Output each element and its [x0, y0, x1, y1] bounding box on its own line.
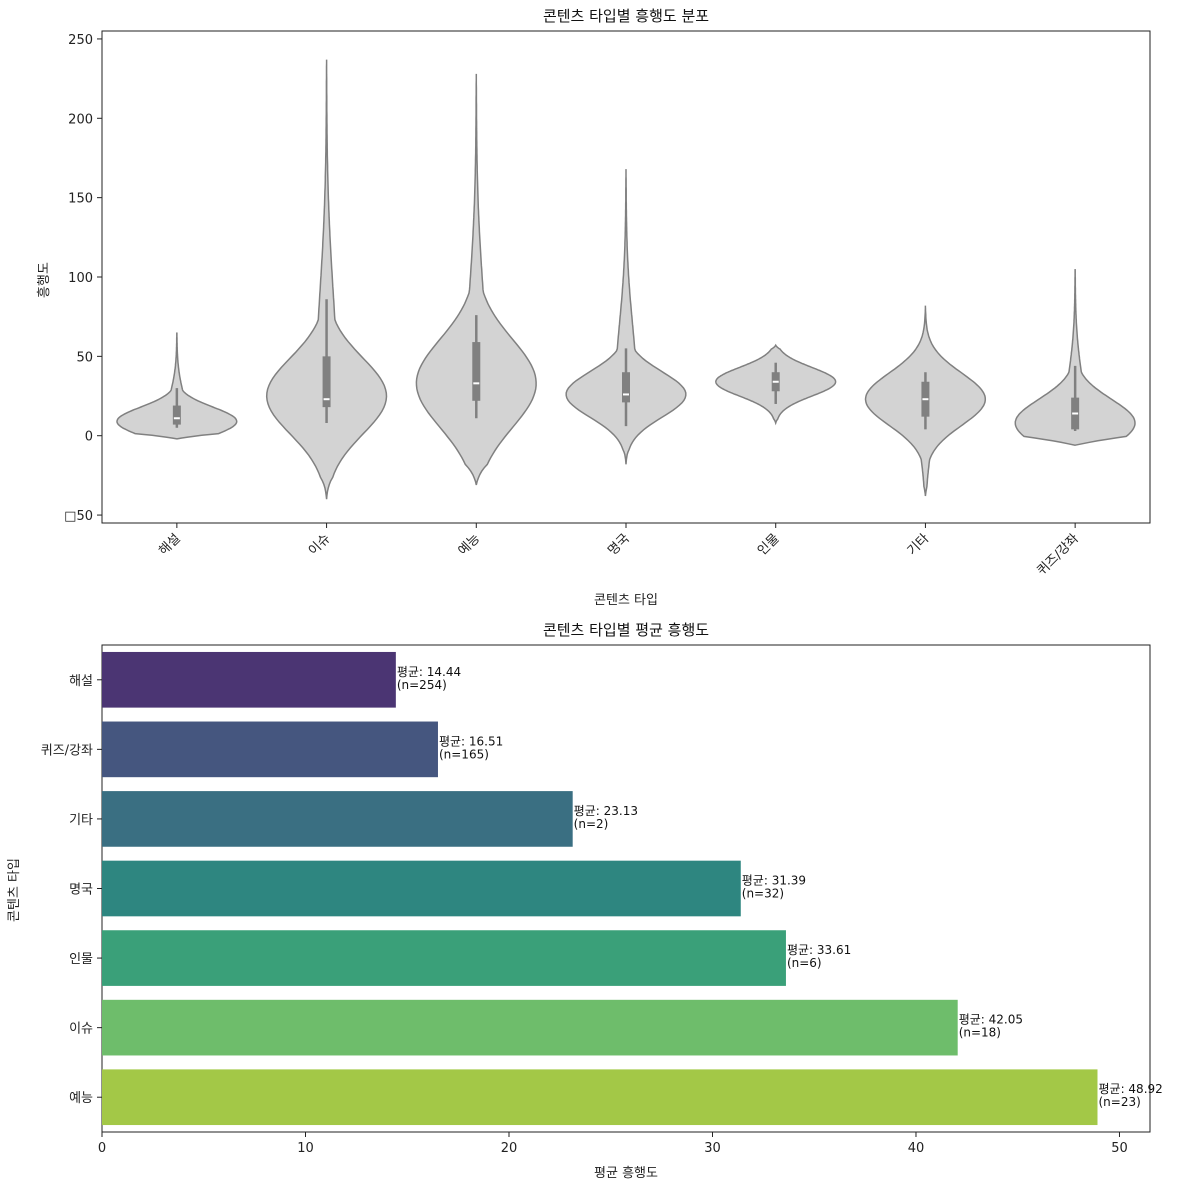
violin-body: [415, 73, 537, 486]
bar-data-label-count: (n=23): [1098, 1095, 1140, 1109]
bar-x-axis-label: 평균 흥행도: [594, 1165, 658, 1181]
violin-x-tick-label: 이슈: [306, 531, 334, 559]
bar: [102, 1069, 1098, 1126]
bar-data-label-count: (n=32): [742, 887, 784, 901]
bar-y-tick-label: 예능: [69, 1091, 93, 1106]
bar-data-label: 평균: 33.61: [787, 943, 851, 957]
violin-chart: 콘텐츠 타입별 흥행도 분포 □50 0 50 100 150 200 250 해설 이슈 예능…: [36, 7, 1151, 608]
violin-series: [116, 59, 1136, 500]
bar-x-tick-label: 50: [1111, 1141, 1128, 1156]
bar-data-label: 평균: 48.92: [1098, 1082, 1162, 1096]
bar-data-label: 평균: 23.13: [574, 804, 638, 818]
violin-y-tick-label: 0: [85, 430, 93, 445]
bar-y-tick-label: 명국: [69, 883, 93, 898]
violin-iqr-box: [322, 356, 331, 408]
violin-iqr-box: [472, 342, 481, 401]
bar-series: 평균: 14.44(n=254) 평균: 16.51(n=165) 평균: 23.1…: [102, 651, 1163, 1126]
bar-data-label-count: (n=2): [574, 817, 609, 831]
bar-data-label-count: (n=6): [787, 956, 822, 970]
violin-body: [265, 59, 388, 500]
violin-y-tick-label: 50: [76, 350, 93, 365]
violin-y-tick-label: 100: [68, 271, 93, 286]
violin-x-tick-label: 명국: [605, 531, 633, 559]
bar-y-tick-label: 이슈: [69, 1022, 93, 1037]
bar: [102, 999, 958, 1056]
bar-x-tick-label: 10: [297, 1141, 314, 1156]
bar-x-tick-label: 0: [98, 1141, 106, 1156]
violin-x-tick-label: 인물: [755, 531, 783, 559]
violin-y-tick-label: 200: [68, 112, 93, 127]
bar: [102, 860, 741, 917]
bar-y-tick-label: 인물: [69, 952, 93, 967]
bar-data-label: 평균: 16.51: [439, 734, 503, 748]
violin-y-tick-label: 150: [68, 192, 93, 207]
violin-x-tick-label: 기타: [905, 531, 933, 559]
violin-x-tick-label: 예능: [456, 531, 484, 559]
violin-x-axis-label: 콘텐츠 타입: [594, 593, 658, 608]
violin-y-tick-label: 250: [68, 33, 93, 48]
violin-body: [565, 169, 687, 465]
bar-data-label: 평균: 42.05: [959, 1013, 1023, 1027]
violin-iqr-box: [622, 372, 630, 403]
bar-x-tick-label: 30: [704, 1141, 721, 1156]
violin-x-tick-label: 퀴즈/강좌: [1034, 531, 1082, 579]
violin-chart-title: 콘텐츠 타입별 흥행도 분포: [543, 7, 709, 25]
violin-body: [116, 332, 238, 440]
violin-y-tick-label: □50: [64, 509, 93, 524]
bar-x-tick-label: 40: [908, 1141, 925, 1156]
bar: [102, 791, 573, 847]
bar-y-tick-label: 기타: [69, 813, 93, 828]
violin-y-axis-label: 흥행도: [36, 262, 52, 298]
bar-data-label-count: (n=165): [439, 747, 489, 761]
bar-y-tick-label: 해설: [69, 674, 93, 689]
violin-body: [1014, 269, 1136, 446]
bar: [102, 721, 438, 778]
bar-data-label: 평균: 31.39: [742, 874, 806, 888]
bar-y-axis-label: 콘텐츠 타입: [7, 858, 22, 922]
bar-chart-title: 콘텐츠 타입별 평균 흥행도: [543, 621, 709, 639]
violin-x-axis: 해설 이슈 예능 명국 인물 기타 퀴즈/강좌: [156, 523, 1082, 579]
bar-y-tick-label: 퀴즈/강좌: [41, 743, 93, 758]
bar-data-label-count: (n=18): [959, 1026, 1001, 1040]
bar-data-label: 평균: 14.44: [397, 665, 461, 679]
violin-iqr-box: [172, 405, 181, 425]
bar-x-axis: 0 10 20 30 40 50: [98, 1132, 1128, 1156]
bar: [102, 651, 396, 708]
violin-x-tick-label: 해설: [156, 531, 184, 559]
violin-y-axis: □50 0 50 100 150 200 250: [64, 33, 102, 524]
bar-x-tick-label: 20: [501, 1141, 518, 1156]
bar-data-label-count: (n=254): [397, 678, 447, 692]
bar: [102, 930, 786, 986]
bar-chart: 콘텐츠 타입별 평균 흥행도 평균: 14.44(n=254) 평균: 16.51…: [7, 621, 1163, 1181]
